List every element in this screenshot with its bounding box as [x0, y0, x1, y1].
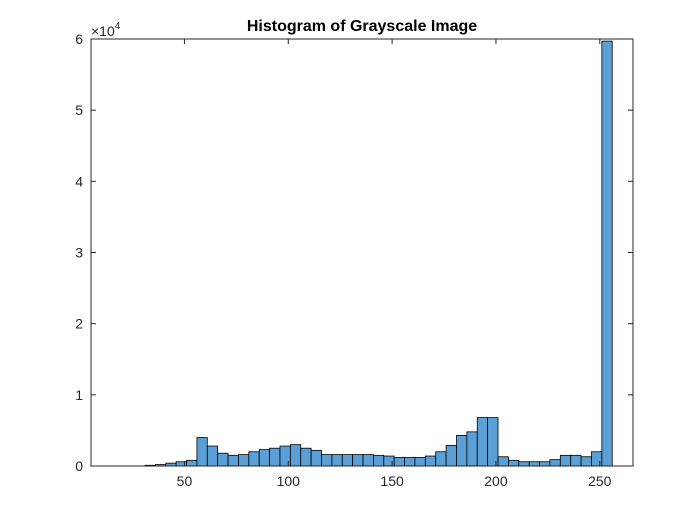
histogram-bar [331, 454, 343, 467]
histogram-bar [217, 452, 229, 467]
y-tick-label: 6 [75, 31, 83, 47]
histogram-bar [591, 451, 603, 467]
y-multiplier-exponent: 4 [115, 21, 121, 32]
histogram-bar [559, 454, 572, 467]
histogram-bar [393, 457, 405, 467]
histogram-bar [238, 454, 250, 467]
histogram-bar [196, 437, 208, 467]
x-tick-label: 50 [177, 473, 193, 489]
y-tick-label: 1 [75, 387, 83, 403]
y-multiplier-base: ×10 [91, 23, 115, 39]
histogram-bar [456, 434, 468, 467]
histogram-bar [310, 449, 322, 467]
bars-layer [144, 40, 613, 467]
histogram-bar [175, 461, 187, 467]
histogram-bar [466, 431, 478, 467]
histogram-bar [497, 456, 509, 467]
axes-box [90, 38, 634, 467]
histogram-bar [248, 451, 260, 467]
y-tick-label: 2 [75, 316, 83, 332]
y-tick-label: 4 [75, 173, 83, 189]
histogram-bar [269, 447, 281, 467]
x-tick-label: 250 [588, 473, 612, 489]
histogram-bar [279, 445, 291, 467]
histogram-bar [321, 454, 333, 467]
histogram-bar [227, 454, 239, 467]
histogram-bar [601, 40, 613, 467]
histogram-bar [445, 444, 457, 467]
y-tick-label: 0 [75, 458, 83, 474]
histogram-bar [549, 459, 561, 467]
histogram-bar [206, 445, 219, 467]
histogram-bar [341, 454, 354, 467]
histogram-bar [435, 451, 447, 467]
x-tick-label: 150 [380, 473, 404, 489]
histogram-bar [487, 417, 499, 467]
histogram-bar [507, 459, 520, 467]
y-multiplier-label: ×104 [91, 21, 121, 39]
svg-text:×104: ×104 [91, 21, 121, 39]
y-tick-label: 3 [75, 245, 83, 261]
histogram-bar [300, 447, 312, 467]
histogram-bar [362, 454, 374, 467]
histogram-bar [414, 457, 426, 467]
histogram-bar [383, 455, 395, 467]
histogram-bar [528, 461, 540, 467]
histogram-bar [404, 457, 416, 467]
chart-title: Histogram of Grayscale Image [247, 18, 477, 35]
x-tick-label: 200 [484, 473, 508, 489]
x-tick-label: 100 [277, 473, 301, 489]
histogram-bar [539, 461, 551, 467]
axes-layer: 50 100 150 200 250 0 1 2 3 4 5 6 [75, 31, 634, 489]
histogram-bar [476, 417, 489, 467]
histogram-bar [424, 455, 437, 467]
y-tick-label: 5 [75, 102, 83, 118]
histogram-bar [518, 461, 530, 467]
histogram-bar [373, 454, 385, 467]
histogram-bar [289, 444, 302, 467]
histogram-bar [258, 449, 270, 467]
histogram-bar [580, 456, 592, 467]
histogram-bar [352, 454, 364, 467]
histogram-bar [186, 459, 198, 467]
histogram-bar [570, 454, 582, 467]
